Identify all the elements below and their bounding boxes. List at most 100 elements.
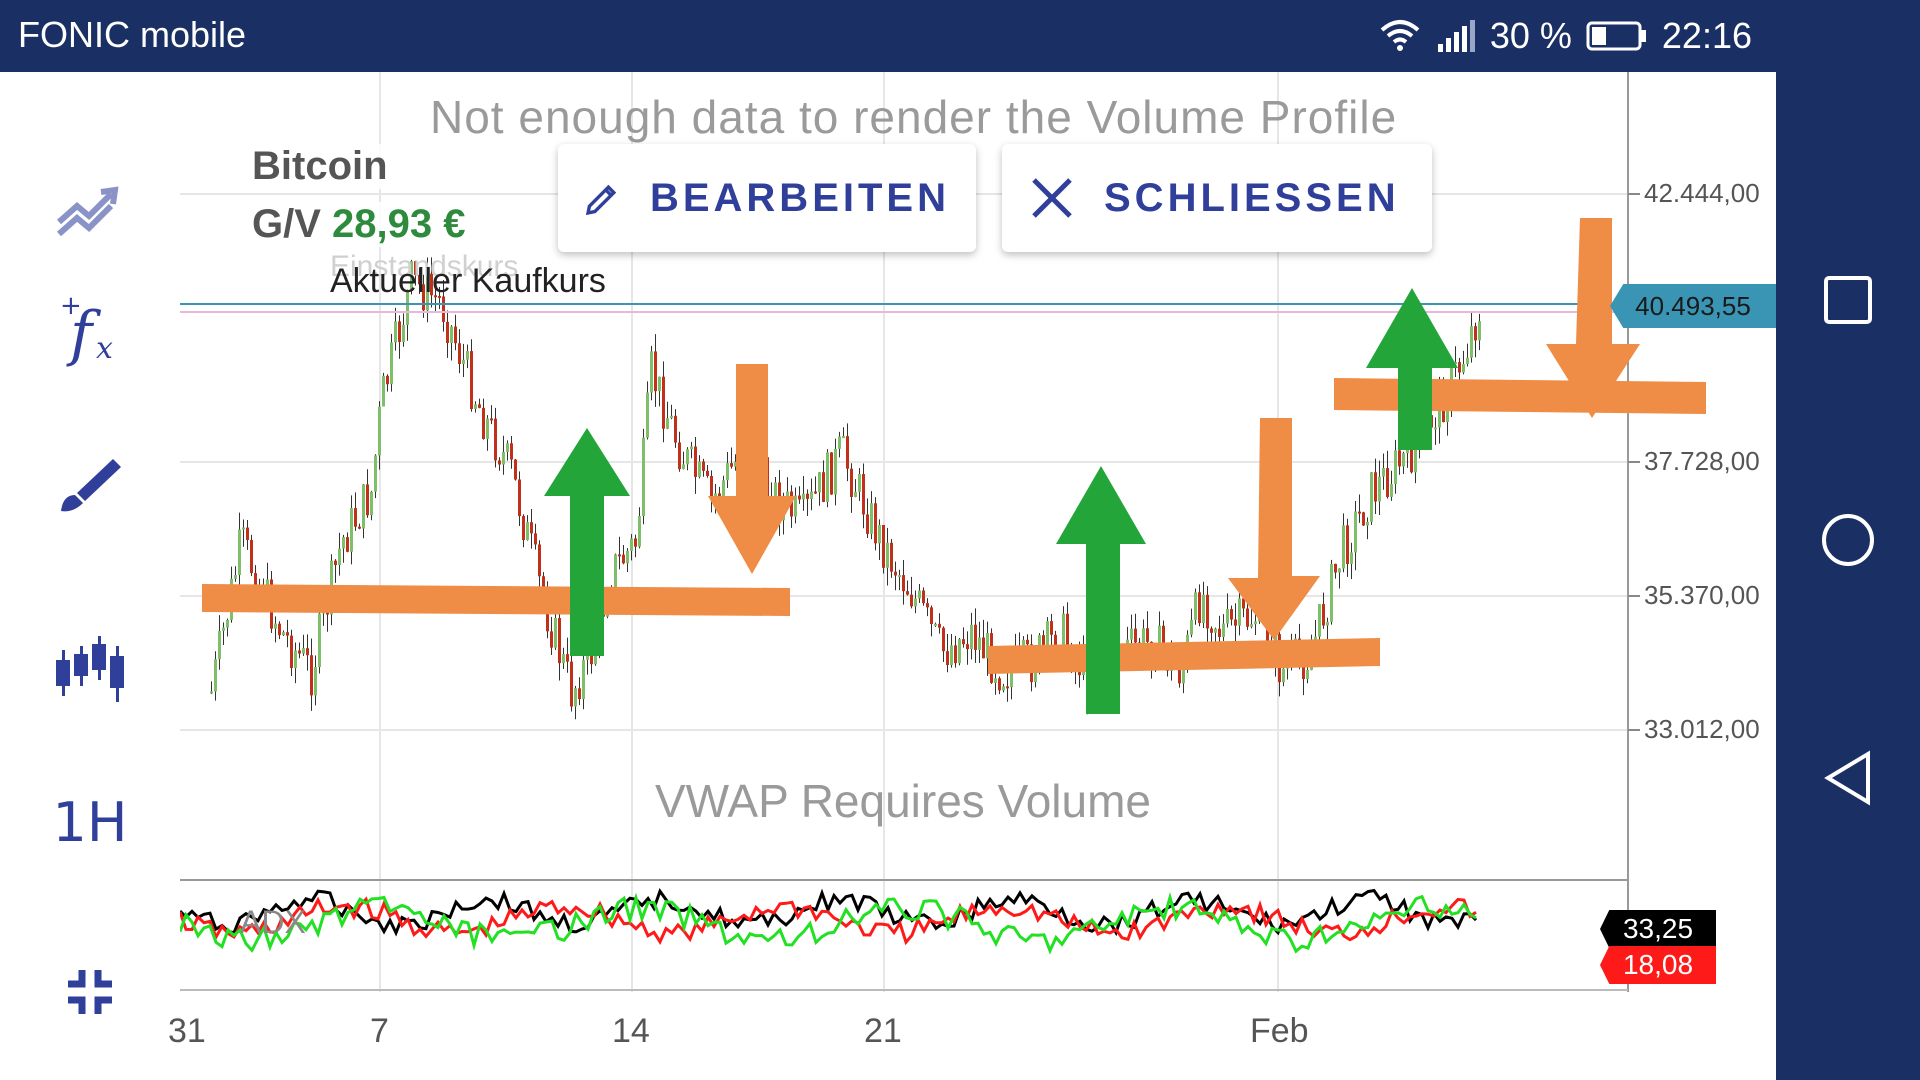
svg-text:x: x [96,331,113,366]
candle-body [826,452,829,502]
candle-body [902,575,905,592]
battery-icon [1586,21,1646,51]
candle-body [286,632,289,636]
close-button[interactable]: SCHLIESSEN [1002,144,1432,252]
wifi-icon [1380,20,1420,51]
candle-body [498,460,501,465]
candle-body [918,590,921,599]
candle-body [414,261,417,275]
candle-body [1130,628,1133,640]
candle-body [1042,635,1045,645]
candle-body [210,691,213,694]
candle-body [1458,362,1461,373]
candlestick-icon[interactable] [40,622,140,722]
candle-body [422,284,425,311]
candle-body [1146,628,1149,642]
home-icon[interactable] [1818,510,1878,570]
adx-label: ADX [240,904,306,940]
edit-button-label: BEARBEITEN [649,175,950,220]
candle-body [1346,525,1349,564]
candle-body [558,617,561,664]
candle-body [534,533,537,545]
chart-area[interactable]: Not enough data to render the Volume Pro… [168,72,1776,1080]
candle-body [1062,613,1065,658]
candle-body [1250,624,1253,627]
candle-body [1474,326,1477,341]
y-tick: 42.444,00 [1644,178,1760,208]
down-arrow-3 [1546,218,1640,418]
x-tick: 31 [168,1012,206,1050]
indicators-icon[interactable] [40,162,140,262]
candle-body [638,516,641,547]
candle-body [302,648,305,654]
candle-body [886,542,889,568]
collapse-icon[interactable] [40,942,140,1042]
candle-body [962,639,965,645]
candle-body [570,661,573,707]
candle-body [842,436,845,439]
signal-icon [1437,20,1475,52]
brush-icon[interactable] [40,436,140,536]
candle-body [866,514,869,534]
candle-body [966,644,969,650]
candle-body [538,544,541,577]
candle-body [418,274,421,285]
candle-body [678,442,681,470]
candle-body [998,678,1001,691]
candle-body [846,436,849,469]
candle-body [906,591,909,595]
candle-body [658,376,661,392]
formula-icon[interactable]: + f x [40,280,140,380]
candle-body [674,415,677,443]
back-icon[interactable] [1818,748,1878,808]
down-arrows [708,218,1640,640]
timeframe-button[interactable]: 1H [52,790,128,854]
candle-body [818,472,821,493]
candle-body [666,418,669,429]
candle-body [370,491,373,516]
recent-apps-icon[interactable] [1818,270,1878,330]
candle-body [222,627,225,631]
battery-percent: 30 % [1489,15,1572,56]
candle-body [386,375,389,385]
candle-body [554,617,557,648]
candle-body [926,603,929,608]
candle-body [870,503,873,534]
edit-button[interactable]: BEARBEITEN [558,144,976,252]
candle-body [1434,427,1437,430]
candle-body [730,463,733,467]
candle-body [706,470,709,476]
candle-body [366,484,369,516]
candle-body [1230,609,1233,620]
candle-body [958,639,961,664]
candle-body [478,404,481,408]
candle-body [294,650,297,669]
candle-body [838,436,841,449]
clock: 22:16 [1661,15,1752,56]
candle-body [646,392,649,438]
candle-body [474,404,477,410]
profit-loss: G/V 28,93 € [246,202,472,247]
candle-body [1358,511,1361,514]
di-minus-value-badge: 18,08 [1600,946,1716,984]
candle-body [814,491,817,494]
candle-body [718,493,721,498]
adx-line [180,887,1478,937]
candle-body [1390,484,1393,497]
candle-body [970,624,973,650]
support-line-1 [202,584,790,616]
candle-body [1010,667,1013,688]
candle-body [830,452,833,495]
support-line-3 [1334,378,1706,414]
candle-body [698,461,701,477]
adx-indicator [180,887,1478,955]
candle-body [982,637,985,659]
candle-body [574,688,577,707]
candle-body [410,261,413,291]
candle-body [910,594,913,607]
candle-body [446,321,449,343]
candle-body [214,659,217,692]
candle-body [854,491,857,497]
candle-body [462,359,465,365]
candle-body [246,527,249,540]
